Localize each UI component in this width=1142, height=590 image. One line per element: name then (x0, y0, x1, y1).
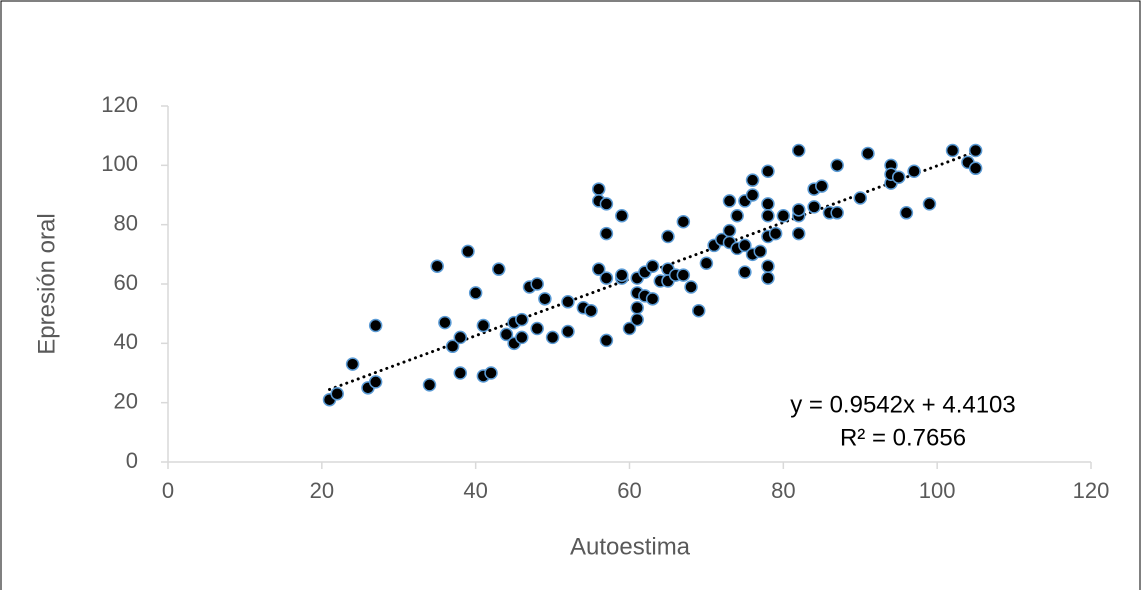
data-point (791, 203, 806, 217)
data-point (345, 357, 360, 371)
data-point (830, 158, 844, 173)
x-tick-label: 40 (463, 478, 487, 503)
data-point (368, 318, 383, 333)
data-point (515, 312, 529, 327)
data-point (438, 315, 452, 330)
data-point (630, 312, 644, 327)
data-point (768, 226, 783, 241)
x-tick-label: 120 (1073, 478, 1110, 503)
data-point (676, 268, 691, 282)
data-point (484, 366, 498, 380)
data-point (545, 330, 560, 345)
data-point (330, 387, 344, 401)
data-point (907, 164, 921, 179)
data-point (745, 188, 760, 202)
data-point (530, 321, 544, 336)
data-point (599, 226, 614, 241)
data-point (853, 191, 867, 205)
data-point (791, 143, 806, 158)
data-point (476, 318, 491, 333)
y-tick-label: 0 (126, 448, 138, 473)
data-point (599, 271, 614, 285)
data-point (761, 209, 775, 223)
data-point (491, 262, 506, 276)
data-point (815, 179, 829, 193)
data-point (538, 292, 552, 306)
data-point (468, 286, 483, 300)
data-point (622, 321, 637, 336)
data-point (791, 226, 806, 241)
data-point (738, 265, 752, 279)
y-tick-label: 120 (101, 92, 138, 117)
data-point (591, 262, 606, 276)
data-point (453, 330, 468, 345)
data-point (422, 378, 437, 392)
data-point (561, 295, 575, 309)
data-point (761, 259, 775, 273)
data-point (453, 366, 468, 380)
x-tick-label: 80 (771, 478, 795, 503)
y-tick-label: 100 (101, 151, 138, 176)
data-point (645, 259, 660, 273)
x-tick-label: 60 (617, 478, 641, 503)
data-point (645, 292, 660, 306)
data-point (515, 330, 529, 345)
data-point (591, 182, 606, 196)
data-point (430, 259, 444, 273)
data-point (761, 271, 775, 285)
x-tick-label: 0 (162, 478, 174, 503)
trendline (328, 150, 978, 391)
data-point (615, 268, 629, 282)
data-point (891, 170, 906, 184)
data-point (615, 209, 629, 223)
data-point (776, 209, 791, 223)
data-point (761, 164, 775, 179)
data-point (630, 300, 644, 315)
y-tick-label: 60 (114, 270, 138, 295)
data-point (445, 339, 460, 354)
trendline-equation: y = 0.9542x + 4.4103 (790, 391, 1016, 418)
data-point (561, 324, 575, 339)
x-tick-label: 100 (919, 478, 956, 503)
data-point (968, 161, 983, 176)
data-point (738, 238, 752, 253)
data-point (807, 200, 821, 214)
y-tick-label: 80 (114, 210, 138, 235)
data-point (753, 244, 768, 259)
data-point (730, 209, 744, 223)
data-point (691, 303, 706, 318)
data-point (830, 206, 844, 220)
data-point (922, 197, 937, 211)
data-point (499, 327, 514, 342)
data-point (368, 375, 383, 389)
data-point (599, 197, 614, 211)
x-axis-title: Autoestima (570, 533, 691, 560)
data-point (530, 277, 544, 291)
data-point (461, 244, 475, 259)
data-point (968, 143, 983, 158)
trendline-r-squared: R² = 0.7656 (840, 424, 966, 451)
data-point (699, 256, 714, 270)
data-point (661, 229, 675, 244)
y-tick-label: 40 (114, 329, 138, 354)
data-point (684, 280, 698, 294)
data-point (745, 173, 760, 187)
data-point (584, 303, 598, 318)
data-point (899, 206, 914, 220)
data-point (861, 146, 875, 161)
data-point (722, 223, 737, 238)
y-tick-label: 20 (114, 388, 138, 413)
y-axis-title: Epresión oral (33, 213, 60, 354)
x-tick-label: 20 (310, 478, 334, 503)
data-point (599, 333, 614, 348)
data-point (722, 194, 737, 208)
data-point (761, 197, 775, 211)
data-point (676, 214, 691, 229)
data-point (945, 143, 960, 158)
